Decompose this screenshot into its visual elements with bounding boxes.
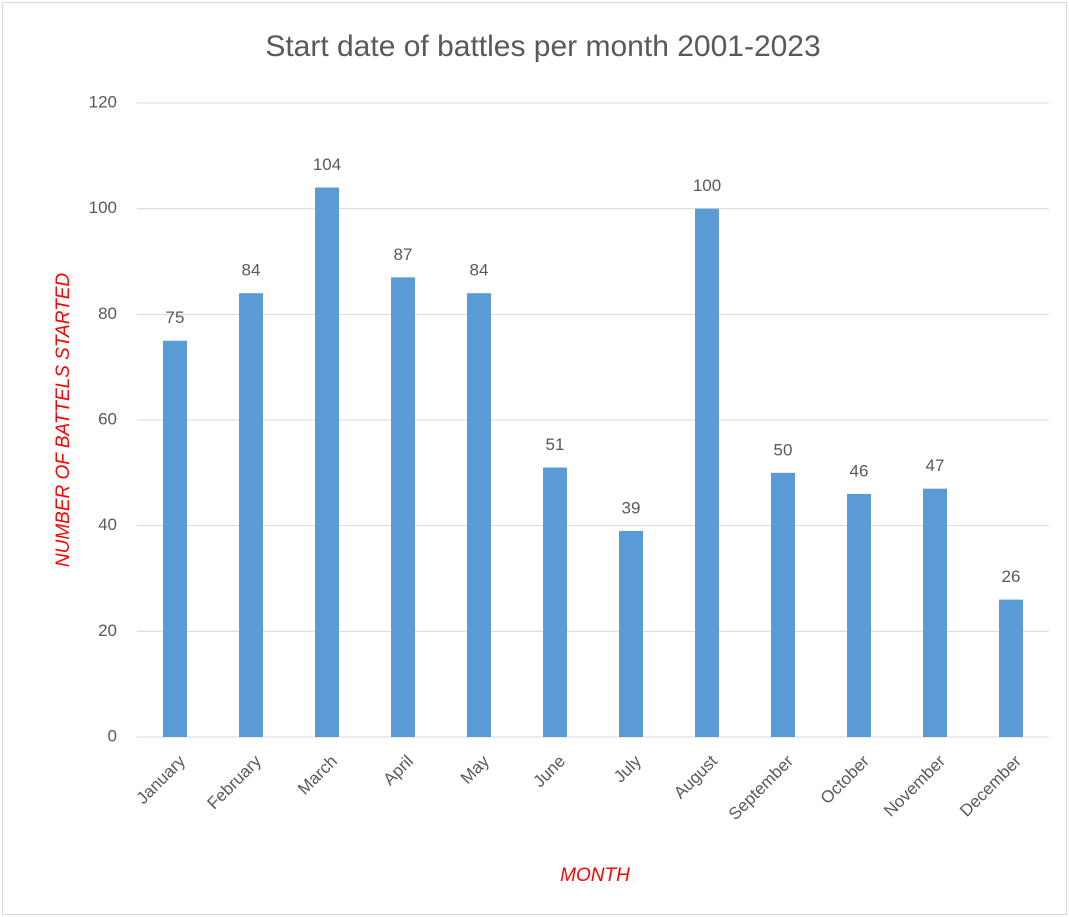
data-label: 100 — [693, 176, 721, 195]
y-tick-label: 0 — [108, 726, 117, 745]
x-axis-label: MONTH — [560, 865, 630, 886]
y-tick-label: 100 — [89, 198, 117, 217]
data-label: 104 — [313, 155, 341, 174]
bar — [163, 340, 187, 737]
data-label: 75 — [166, 308, 185, 327]
bar — [923, 488, 947, 737]
bar — [771, 472, 795, 737]
bar — [695, 208, 719, 737]
bar — [847, 493, 871, 737]
data-label: 39 — [622, 498, 641, 517]
bar — [239, 293, 263, 737]
bar — [315, 187, 339, 738]
data-label: 26 — [1002, 567, 1021, 586]
bar — [543, 467, 567, 737]
y-axis-label: NUMBER OF BATTELS STARTED — [53, 273, 74, 567]
data-label: 87 — [394, 245, 413, 264]
data-label: 46 — [850, 461, 869, 480]
data-label: 84 — [242, 261, 261, 280]
data-label: 50 — [774, 440, 793, 459]
bar — [999, 599, 1023, 737]
bar — [391, 277, 415, 737]
bar — [619, 530, 643, 737]
y-tick-label: 120 — [89, 92, 117, 111]
data-label: 84 — [470, 261, 489, 280]
bar — [467, 293, 491, 737]
y-tick-label: 60 — [98, 409, 117, 428]
y-tick-label: 80 — [98, 304, 117, 323]
data-label: 51 — [546, 435, 565, 454]
y-tick-label: 40 — [98, 515, 117, 534]
y-tick-label: 20 — [98, 621, 117, 640]
chart-title: Start date of battles per month 2001-202… — [265, 30, 820, 63]
data-label: 47 — [926, 456, 945, 475]
